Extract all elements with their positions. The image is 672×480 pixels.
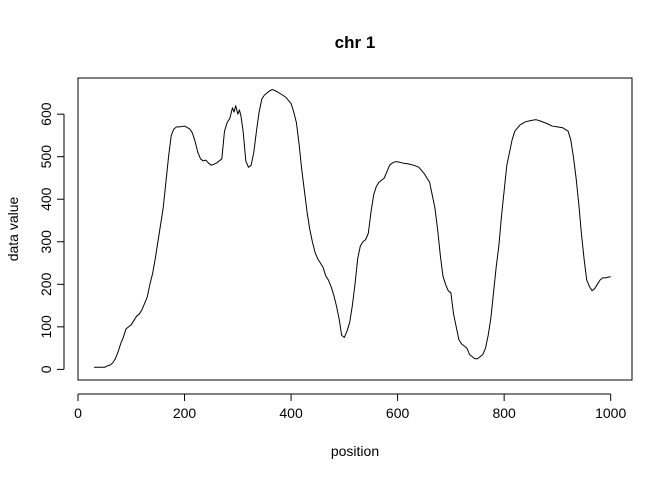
x-tick-label: 400 — [279, 405, 303, 421]
x-tick-label: 800 — [492, 405, 516, 421]
x-axis: 0 200 400 600 800 1000 — [74, 393, 626, 421]
x-axis-label: position — [331, 443, 379, 459]
y-tick-label: 200 — [38, 272, 54, 296]
y-tick-label: 400 — [38, 187, 54, 211]
chart-title: chr 1 — [335, 33, 376, 52]
plot-area-border — [77, 77, 633, 381]
y-tick-label: 300 — [38, 230, 54, 254]
y-tick-label: 500 — [38, 145, 54, 169]
y-tick-label: 100 — [38, 315, 54, 339]
x-tick-label: 1000 — [595, 405, 626, 421]
x-tick-label: 600 — [386, 405, 410, 421]
y-axis: 0 100 200 300 400 500 600 — [38, 102, 65, 373]
x-tick-label: 200 — [173, 405, 197, 421]
y-axis-label: data value — [5, 196, 21, 261]
x-tick-label: 0 — [74, 405, 82, 421]
series-line — [93, 88, 611, 368]
y-tick-label: 600 — [38, 102, 54, 126]
y-tick-label: 0 — [38, 365, 54, 373]
